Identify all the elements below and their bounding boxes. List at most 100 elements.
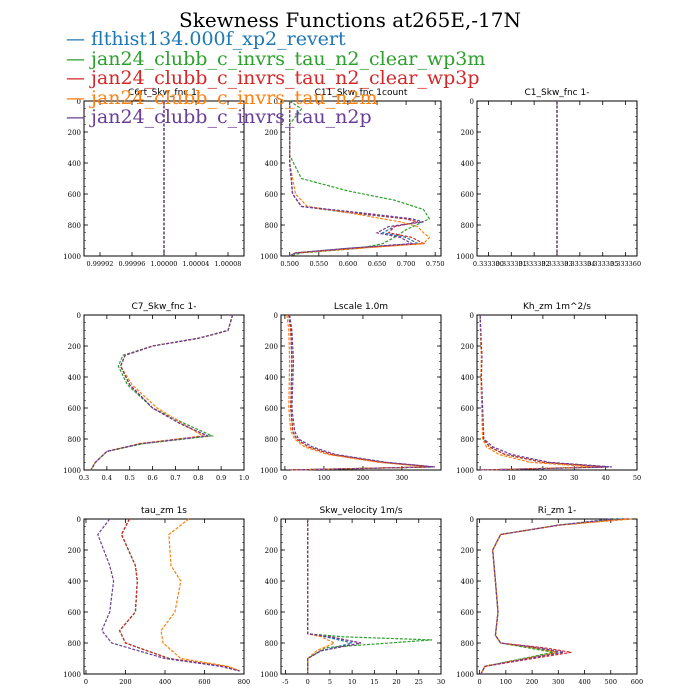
series-line-1	[288, 314, 434, 471]
y-tick-label: 400	[68, 578, 81, 586]
series-line-1	[90, 314, 234, 471]
x-tick-label: 200	[119, 678, 131, 686]
legend-item-1: — flthist134.000f_xp2_revert	[66, 28, 346, 50]
series-line-4	[286, 314, 430, 471]
x-tick-label: 0.333360	[610, 260, 641, 268]
x-tick-label: 10	[507, 474, 515, 482]
y-tick-label: 600	[265, 609, 278, 617]
y-tick-label: 600	[68, 191, 81, 199]
x-tick-label: 0.7	[170, 474, 180, 482]
x-tick-label: 30	[570, 474, 578, 482]
series-line-2	[307, 519, 433, 674]
series-line-1	[118, 518, 241, 672]
y-tick-label: 200	[461, 129, 474, 137]
plot-frame	[83, 518, 245, 675]
series-line-5	[307, 519, 362, 674]
series-line-4	[160, 518, 241, 672]
series-line-2	[118, 518, 241, 672]
x-tick-label: 100	[500, 678, 512, 686]
series-line-1	[480, 518, 622, 675]
y-tick-label: 400	[68, 160, 81, 168]
x-tick-label: 0.99996	[119, 260, 146, 268]
x-tick-label: 25	[415, 678, 423, 686]
y-tick-label: 400	[461, 160, 474, 168]
panel-title: C1_Skw_fnc 1-	[525, 88, 590, 98]
y-tick-label: 800	[461, 436, 474, 444]
x-tick-label: 0.600	[339, 260, 358, 268]
y-tick-label: 200	[461, 547, 474, 555]
x-tick-label: 200	[357, 474, 369, 482]
panel-title: Lscale 1.0m	[334, 302, 388, 312]
series-line-1	[479, 314, 606, 471]
series-line-2	[289, 100, 431, 257]
y-tick-label: 400	[265, 578, 278, 586]
x-tick-label: 5	[328, 678, 332, 686]
series-line-3	[479, 314, 606, 471]
x-tick-label: 400	[159, 678, 171, 686]
y-tick-label: 0	[274, 312, 278, 320]
x-tick-label: 200	[526, 678, 538, 686]
y-tick-label: 600	[265, 405, 278, 413]
series-line-5	[90, 314, 234, 471]
x-tick-label: 0.3	[79, 474, 89, 482]
series-line-5	[480, 518, 611, 675]
y-tick-label: 200	[265, 343, 278, 351]
panel-title: C11_Skw_fnc 1count	[315, 88, 408, 98]
legend-item-3: — jan24_clubb_c_invrs_tau_n2_clear_wp3p	[66, 67, 480, 89]
y-tick-label: 600	[461, 609, 474, 617]
x-tick-label: 0	[283, 474, 287, 482]
series-line-3	[90, 314, 234, 471]
series-line-3	[307, 519, 362, 674]
y-tick-label: 200	[461, 343, 474, 351]
y-tick-label: 800	[265, 436, 278, 444]
x-tick-label: 0.333333	[541, 260, 572, 268]
panel-title: C7_Skw_fnc 1-	[132, 302, 197, 312]
x-tick-label: 400	[578, 678, 590, 686]
x-tick-label: 1.0	[239, 474, 249, 482]
y-tick-label: 200	[68, 129, 81, 137]
y-tick-label: 800	[461, 640, 474, 648]
panel-title: tau_zm 1s	[141, 506, 187, 516]
panel-title: C6rt_Skw_fnc 1-	[128, 88, 200, 98]
y-tick-label: 200	[68, 343, 81, 351]
panel-9: Ri_zm 1- 0 200 400 600 800 1000 0 100 200 300 400 50…	[456, 506, 643, 686]
y-tick-label: 1000	[63, 253, 81, 261]
x-tick-label: 0.700	[397, 260, 416, 268]
x-tick-label: 600	[631, 678, 643, 686]
y-tick-label: 600	[68, 609, 81, 617]
y-tick-label: 400	[265, 160, 278, 168]
x-tick-label: 800	[238, 678, 250, 686]
x-tick-label: 0.750	[426, 260, 445, 268]
series-line-2	[288, 314, 432, 471]
series-line-4	[90, 314, 234, 471]
x-tick-label: 0	[84, 678, 88, 686]
x-tick-label: 0.650	[368, 260, 387, 268]
panel-title: Ri_zm 1-	[538, 506, 577, 516]
y-tick-label: 1000	[456, 253, 474, 261]
x-tick-label: 600	[198, 678, 210, 686]
x-tick-label: 300	[552, 678, 564, 686]
series-line-5	[479, 314, 612, 471]
y-tick-label: 800	[68, 436, 81, 444]
y-tick-label: 0	[470, 312, 474, 320]
y-tick-label: 600	[68, 405, 81, 413]
x-tick-label: 0	[478, 474, 482, 482]
y-tick-label: 800	[461, 222, 474, 230]
x-tick-label: 0.500	[280, 260, 299, 268]
plot-frame	[476, 314, 638, 471]
panel-6: Kh_zm 1m^2/s 0 200 400 600 800 1000 0 10 20 30 40 50	[456, 302, 641, 482]
x-tick-label: 1.00008	[215, 260, 242, 268]
legend: — flthist134.000f_xp2_revert — jan24_clu…	[66, 28, 485, 128]
plot-frame	[83, 314, 245, 471]
y-tick-label: 600	[461, 405, 474, 413]
figure-title: Skewness Functions at265E,-17N	[179, 8, 521, 32]
x-tick-label: 10	[348, 678, 356, 686]
plot-frame	[280, 518, 442, 675]
x-tick-label: 20	[392, 678, 400, 686]
x-tick-label: 0.333334	[564, 260, 595, 268]
y-tick-label: 1000	[260, 467, 278, 475]
x-tick-label: 0.333330	[473, 260, 504, 268]
series-line-4	[479, 314, 594, 471]
